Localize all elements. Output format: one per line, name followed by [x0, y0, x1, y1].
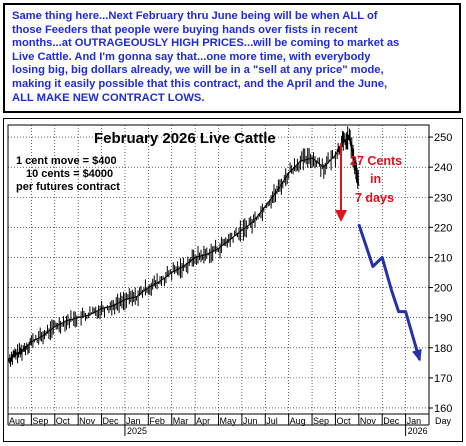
y-axis: 160 170 180 190 200 210 220 230 240 250: [429, 132, 452, 415]
price-point: [159, 280, 161, 283]
commentary-line-4: Live Cattle. And I'm gonna say that...on…: [12, 50, 371, 63]
contract-note-1: 1 cent move = $400: [16, 155, 117, 167]
year-label: 2026: [408, 426, 428, 436]
price-point: [264, 205, 266, 207]
x-tick-label: Aug: [290, 416, 306, 426]
price-point: [42, 335, 44, 337]
chart-frame: 160 170 180 190 200 210 220 230 240 250 Aug Sep Oct…: [3, 118, 463, 442]
y-tick-label: 190: [434, 313, 452, 325]
price-point: [182, 265, 185, 268]
x-tick-label: Aug: [9, 416, 25, 426]
price-point: [358, 184, 360, 186]
y-tick-label: 250: [434, 132, 452, 144]
x-tick-label: Dec: [383, 416, 400, 426]
commentary-line-7: ALL MAKE NEW CONTRACT LOWS.: [12, 91, 205, 104]
drop-label-in: in: [370, 172, 381, 186]
x-tick-label: Sep: [313, 416, 329, 426]
price-point: [30, 341, 32, 343]
commentary-line-5: losing big, big dollars already, we will…: [12, 64, 384, 77]
price-point: [54, 326, 56, 328]
x-tick-label: Dec: [103, 416, 120, 426]
x-tick-label: Nov: [79, 416, 96, 426]
x-tick-label: Mar: [173, 416, 189, 426]
x-tick-label: May: [220, 416, 238, 426]
price-point: [136, 295, 138, 298]
commentary-line-6: making it easily possible that this cont…: [12, 77, 388, 90]
price-point: [21, 350, 23, 352]
x-tick-label: Jan: [126, 416, 141, 426]
commentary-box: Same thing here...Next February thru Jun…: [3, 3, 461, 113]
projection-series-line: [357, 223, 422, 361]
projection-arrow-head: [412, 348, 422, 362]
x-tick-label: Oct: [56, 416, 71, 426]
y-tick-label: 170: [434, 373, 452, 385]
y-tick-label: 240: [434, 162, 452, 174]
drop-arrow-head: [335, 210, 347, 222]
price-point: [147, 286, 149, 289]
price-point: [334, 154, 337, 156]
price-point: [229, 238, 231, 240]
contract-note-3: per futures contract: [16, 181, 120, 193]
price-point: [194, 256, 196, 259]
chart-title: February 2026 Live Cattle: [94, 130, 276, 147]
x-tick-label: Oct: [336, 416, 351, 426]
x-tick-label: Day: [435, 416, 452, 426]
price-point: [14, 354, 16, 356]
price-point: [7, 359, 9, 361]
x-tick-label: Jun: [243, 416, 258, 426]
price-point: [341, 142, 344, 144]
price-point: [299, 160, 301, 162]
y-tick-label: 160: [434, 403, 452, 415]
drop-annotation: 27 Cents in 7 days: [335, 143, 402, 222]
price-point: [206, 253, 208, 256]
price-series-line: [7, 136, 360, 361]
y-tick-label: 210: [434, 252, 452, 264]
series-layer: [7, 126, 422, 367]
commentary-line-3: months...at OUTRAGEOUSLY HIGH PRICES...w…: [12, 37, 400, 50]
price-point: [348, 136, 351, 138]
price-point: [288, 172, 290, 174]
price-point: [112, 305, 114, 307]
y-tick-label: 200: [434, 283, 452, 295]
price-point: [171, 271, 173, 274]
x-tick-label: Nov: [360, 416, 377, 426]
x-axis: Aug Sep Oct Nov Dec Jan Feb Mar Apr May Jun Jul Aug S…: [7, 414, 452, 436]
price-point: [100, 308, 103, 310]
year-label: 2025: [127, 426, 147, 436]
price-point: [77, 317, 79, 319]
price-point: [89, 314, 91, 316]
price-point: [65, 320, 68, 322]
x-tick-label: Feb: [149, 416, 165, 426]
x-tick-label: Sep: [32, 416, 48, 426]
commentary-line-2: those Feeders that people were buying ha…: [12, 23, 358, 36]
price-chart: 160 170 180 190 200 210 220 230 240 250 Aug Sep Oct…: [7, 124, 452, 436]
price-point: [241, 229, 243, 231]
price-point: [311, 157, 313, 159]
grid-layer: [8, 125, 429, 414]
drop-label-amount: 27 Cents: [350, 154, 402, 168]
price-point: [217, 247, 220, 250]
price-point: [323, 166, 325, 168]
price-point: [276, 190, 278, 192]
price-point: [124, 299, 126, 301]
drop-label-days: 7 days: [355, 191, 394, 205]
contract-note-2: 10 cents = $4000: [26, 168, 113, 180]
y-tick-label: 180: [434, 343, 452, 355]
y-tick-label: 230: [434, 192, 452, 204]
x-tick-label: Jan: [407, 416, 422, 426]
price-point: [252, 220, 255, 222]
x-tick-label: Apr: [196, 416, 210, 426]
x-tick-label: Jul: [266, 416, 278, 426]
price-point: [353, 160, 355, 162]
commentary-line-1: Same thing here...Next February thru Jun…: [12, 10, 378, 22]
y-tick-label: 220: [434, 222, 452, 234]
